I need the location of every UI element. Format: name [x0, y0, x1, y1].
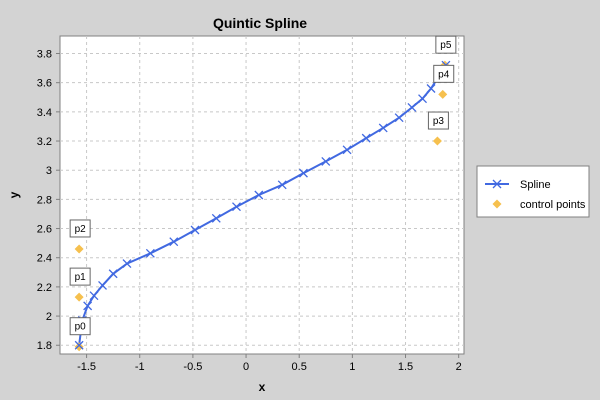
spline-point-marker	[378, 123, 388, 133]
legend-box	[476, 165, 590, 218]
control-point-marker	[74, 342, 84, 352]
y-tick-labels: 1.8 2 2.2 2.4 2.6 2.8 3 3.2 3.4 3.6 3.8	[37, 49, 52, 353]
chart-title: Quintic Spline	[213, 15, 307, 31]
spline-point-marker	[89, 291, 99, 301]
y-axis-title: y	[7, 191, 21, 198]
y-tick-label: 2.2	[37, 282, 52, 294]
annotation-box	[69, 219, 91, 238]
axes	[56, 53, 460, 358]
annotation-box	[69, 267, 91, 286]
spline-point-marker	[254, 190, 264, 200]
spline-point-marker	[299, 168, 308, 178]
y-tick-label: 1.8	[37, 340, 52, 352]
annotation-p0: p0	[69, 317, 91, 336]
y-tick-label: 3.2	[37, 136, 52, 148]
x-tick-label: 1.5	[398, 361, 413, 373]
x-tick-label: 2	[456, 361, 462, 373]
y-tick-label: 3.8	[37, 49, 52, 61]
annotation-p3: p3	[427, 111, 449, 130]
y-tick-label: 2	[46, 311, 52, 323]
spline-point-marker	[232, 202, 241, 212]
x-tick-label: 1	[349, 361, 355, 373]
control-point-marker	[74, 292, 84, 302]
annotation-label: p5	[440, 40, 452, 51]
x-tick-label: -1	[135, 361, 145, 373]
legend-item-spline: Spline	[485, 179, 551, 191]
plot-area	[59, 35, 465, 355]
spline-point-marker	[394, 113, 404, 123]
legend-x-marker	[492, 179, 502, 189]
spline-point-marker	[83, 301, 93, 311]
y-tick-label: 2.8	[37, 194, 52, 206]
legend-diamond-marker	[492, 199, 502, 209]
x-tick-label: 0.5	[292, 361, 307, 373]
y-tick-label: 3	[46, 165, 52, 177]
spline-point-marker	[169, 237, 179, 247]
annotations-layer: p0 p1 p2 p3 p4 p5	[69, 35, 457, 336]
series-layer	[74, 60, 451, 352]
control-point-marker	[438, 89, 448, 99]
spline-point-marker	[145, 248, 155, 258]
legend-item-control-points: control points	[492, 199, 586, 211]
y-tick-label: 3.6	[37, 78, 52, 90]
annotation-p5: p5	[435, 35, 457, 54]
spline-point-marker	[211, 213, 221, 223]
annotation-label: p2	[75, 224, 87, 235]
y-tick-label: 2.6	[37, 224, 52, 236]
legend-label-control-points: control points	[520, 199, 586, 211]
x-tick-label: -1.5	[77, 361, 96, 373]
spline-point-marker	[98, 280, 107, 290]
annotation-label: p4	[438, 69, 450, 80]
spline-point-marker	[277, 180, 287, 190]
annotation-p2: p2	[69, 219, 91, 238]
spline-point-marker	[418, 94, 427, 104]
spline-point-marker	[122, 259, 132, 269]
grid-lines	[60, 36, 464, 354]
x-tick-label: -0.5	[183, 361, 202, 373]
legend-label-spline: Spline	[520, 179, 551, 191]
annotation-label: p0	[75, 322, 87, 333]
x-tick-labels: -1.5 -1 -0.5 0 0.5 1 1.5 2	[77, 361, 462, 373]
x-axis-title: x	[259, 380, 266, 394]
annotation-label: p1	[75, 272, 87, 283]
legend-spline-marker	[492, 179, 502, 189]
control-point-marker	[432, 136, 442, 146]
spline-point-marker	[342, 145, 352, 155]
annotation-p1: p1	[69, 267, 91, 286]
x-tick-label: 0	[243, 361, 249, 373]
annotation-box	[427, 111, 449, 130]
legend: Spline control points	[476, 165, 590, 218]
spline-point-marker	[74, 340, 84, 350]
spline-point-marker	[407, 103, 417, 112]
annotation-box	[69, 317, 91, 336]
spline-point-marker	[190, 225, 200, 235]
spline-point-marker	[108, 269, 118, 279]
spline-point-marker	[361, 133, 371, 143]
spline-point-marker	[321, 156, 331, 166]
annotation-box	[433, 64, 455, 83]
spline-point-marker	[426, 84, 436, 93]
legend-control-points-marker	[492, 199, 502, 209]
annotation-label: p3	[433, 116, 445, 127]
y-tick-label: 2.4	[37, 253, 52, 265]
control-point-marker	[74, 244, 84, 254]
annotation-p4: p4	[433, 64, 455, 83]
y-tick-label: 3.4	[37, 107, 52, 119]
annotation-box	[435, 35, 457, 54]
